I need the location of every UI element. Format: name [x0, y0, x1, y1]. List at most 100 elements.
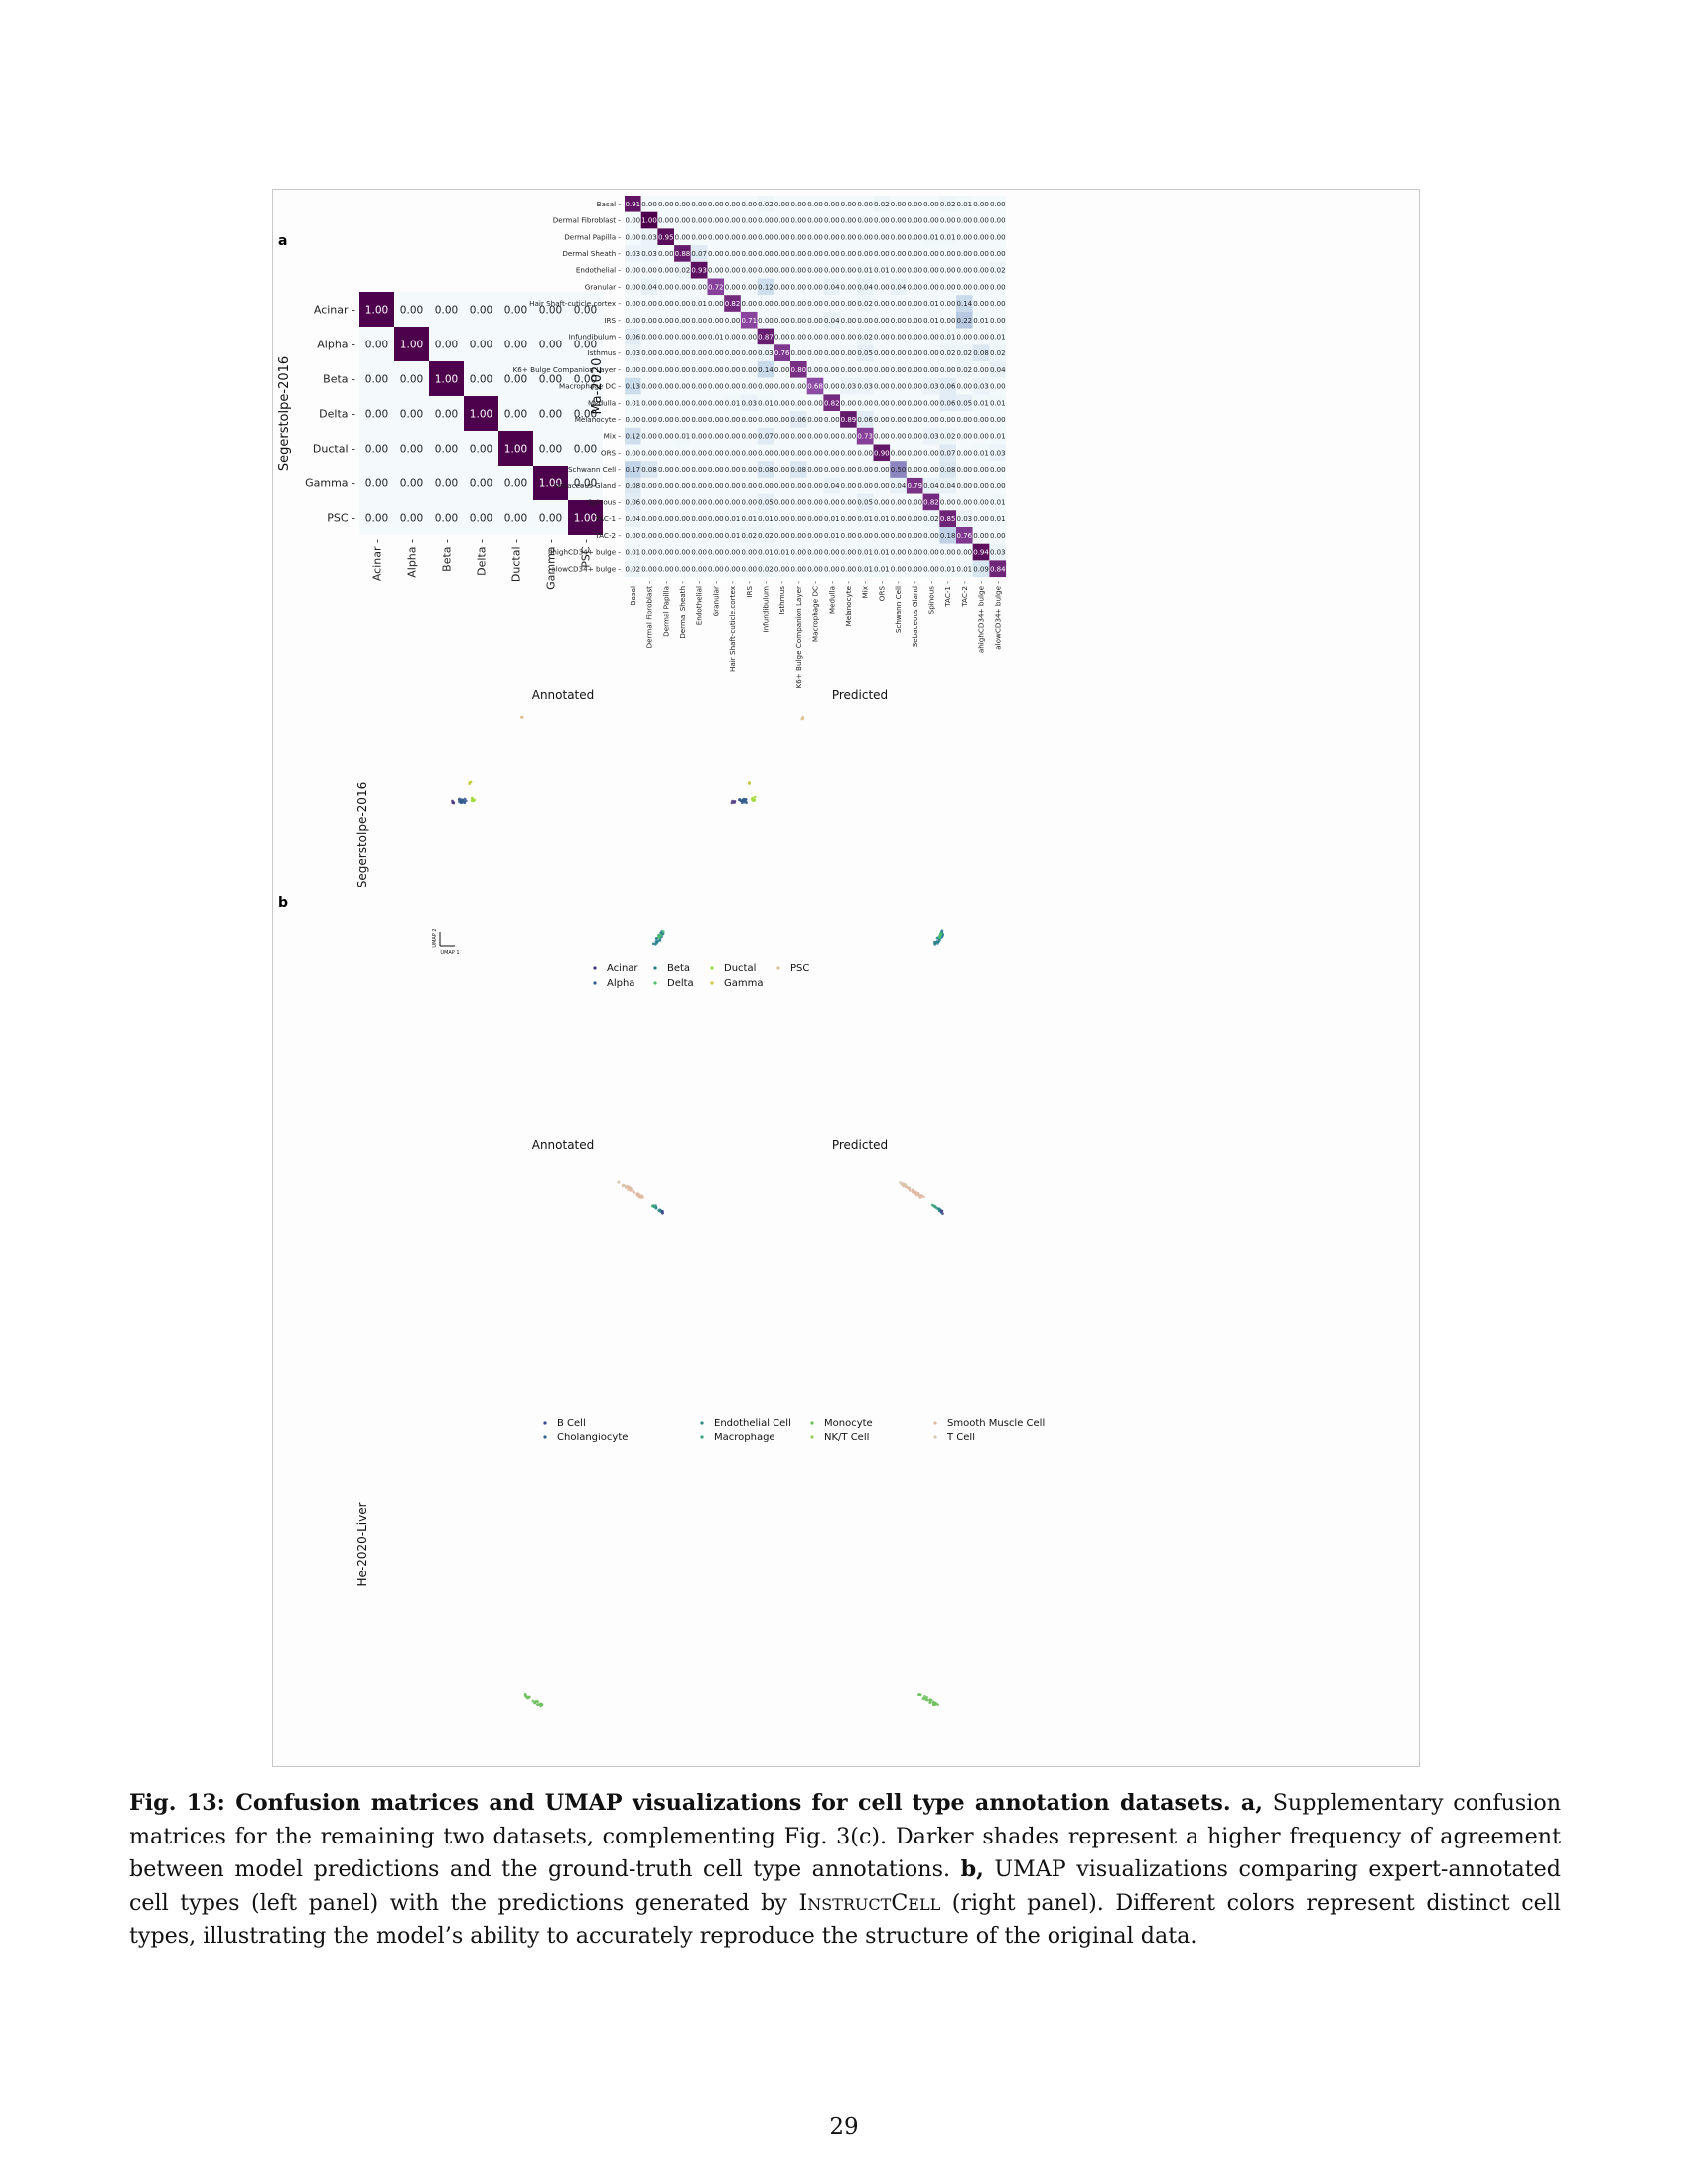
cell-value: 0.50	[891, 466, 907, 474]
heatmap-cell	[740, 510, 758, 527]
umap-point	[471, 798, 475, 802]
heatmap-cell	[740, 328, 758, 345]
heatmap-cell	[840, 527, 857, 544]
cell-value: 0.01	[626, 549, 641, 557]
heatmap-cell	[657, 543, 675, 561]
heatmap-cell	[674, 427, 691, 445]
cell-value: 0.00	[675, 449, 691, 457]
row-label: Macrophage DC -	[559, 382, 621, 391]
cell-value: 0.00	[923, 250, 939, 258]
cell-value: 0.00	[675, 366, 691, 374]
heatmap-cell	[774, 444, 790, 462]
cell-value: 0.90	[874, 449, 890, 457]
cell-value: 0.04	[857, 283, 873, 291]
heatmap-cell	[774, 196, 790, 212]
heatmap-cell	[972, 461, 990, 478]
heatmap-cell	[657, 295, 675, 312]
heatmap-cell	[640, 493, 658, 511]
cell-value: 0.00	[857, 233, 873, 241]
heatmap-cell	[840, 211, 857, 229]
cell-value: 0.00	[891, 333, 907, 341]
cell-value: 0.00	[758, 383, 774, 391]
cell-value: 0.00	[807, 217, 823, 225]
cell-value: 0.00	[675, 217, 691, 225]
cell-value: 1.00	[504, 443, 527, 455]
cell-value: 0.00	[741, 217, 757, 225]
heatmap-cell	[774, 427, 790, 445]
heatmap-cell	[724, 444, 741, 462]
cell-value: 0.00	[725, 482, 741, 490]
umap-title-predicted: Predicted	[832, 688, 888, 702]
heatmap-cell	[690, 394, 708, 412]
cell-value: 0.00	[741, 449, 757, 457]
heatmap-cell	[890, 261, 907, 279]
heatmap-cell	[790, 261, 807, 279]
heatmap-cell	[890, 361, 907, 378]
cell-value: 0.80	[791, 366, 807, 374]
cell-value: 0.95	[658, 233, 674, 241]
heatmap-cell	[757, 295, 774, 312]
umap-point	[652, 1204, 656, 1208]
cell-value: 0.00	[857, 317, 873, 325]
cell-value: 0.00	[957, 433, 973, 441]
cell-value: 0.00	[940, 416, 956, 424]
heatmap-cell	[873, 493, 891, 511]
cell-value: 0.02	[990, 267, 1006, 275]
heatmap-cell	[740, 444, 758, 462]
cell-value: 0.06	[857, 416, 873, 424]
heatmap-cell	[724, 543, 741, 561]
heatmap-cell	[464, 292, 498, 327]
heatmap-cell	[873, 543, 891, 561]
cell-value: 0.00	[841, 233, 857, 241]
cell-value: 0.00	[435, 512, 458, 524]
cell-value: 0.00	[923, 201, 939, 208]
heatmap-cell	[657, 493, 675, 511]
legend-marker	[710, 966, 714, 970]
cell-value: 0.05	[758, 498, 774, 506]
cell-value: 0.00	[940, 250, 956, 258]
cell-value: 0.00	[691, 466, 707, 474]
cell-value: 0.00	[841, 333, 857, 341]
heatmap-cell	[989, 211, 1007, 229]
cell-value: 0.03	[990, 549, 1006, 557]
cell-value: 0.00	[504, 512, 527, 524]
cell-value: 0.00	[907, 565, 922, 573]
cell-value: 0.00	[691, 498, 707, 506]
cell-value: 0.00	[691, 532, 707, 540]
umap-point	[636, 1192, 639, 1196]
heatmap-cell	[906, 510, 923, 527]
heatmap-cell	[690, 295, 708, 312]
cell-value: 0.00	[708, 250, 724, 258]
cell-value: 0.00	[990, 201, 1006, 208]
heatmap-cell	[498, 466, 533, 500]
cell-value: 0.02	[626, 565, 641, 573]
heatmap-cell	[707, 560, 725, 578]
heatmap-cell	[873, 261, 891, 279]
heatmap-cell	[690, 543, 708, 561]
cell-value: 0.00	[774, 283, 790, 291]
heatmap-cell	[640, 427, 658, 445]
heatmap-cell	[939, 394, 956, 412]
heatmap-cell	[890, 493, 907, 511]
heatmap-cell	[906, 295, 923, 312]
heatmap-cell	[707, 411, 725, 428]
cell-value: 0.00	[675, 565, 691, 573]
cell-value: 0.00	[791, 383, 807, 391]
cell-value: 0.00	[990, 300, 1006, 308]
heatmap-cell	[890, 543, 907, 561]
cell-value: 0.00	[824, 300, 840, 308]
heatmap-cell	[533, 361, 568, 396]
legend-marker	[810, 1435, 814, 1439]
umap-title-predicted: Predicted	[832, 1138, 888, 1152]
heatmap-cell	[890, 510, 907, 527]
cell-value: 0.00	[691, 449, 707, 457]
heatmap-cell	[740, 261, 758, 279]
heatmap-cell	[625, 493, 641, 511]
heatmap-cell	[690, 196, 708, 212]
heatmap-cell	[464, 361, 498, 396]
cell-value: 0.00	[774, 217, 790, 225]
cell-value: 0.04	[891, 283, 907, 291]
heatmap-cell	[674, 493, 691, 511]
cell-value: 0.01	[973, 449, 989, 457]
heatmap-cell	[823, 311, 841, 329]
